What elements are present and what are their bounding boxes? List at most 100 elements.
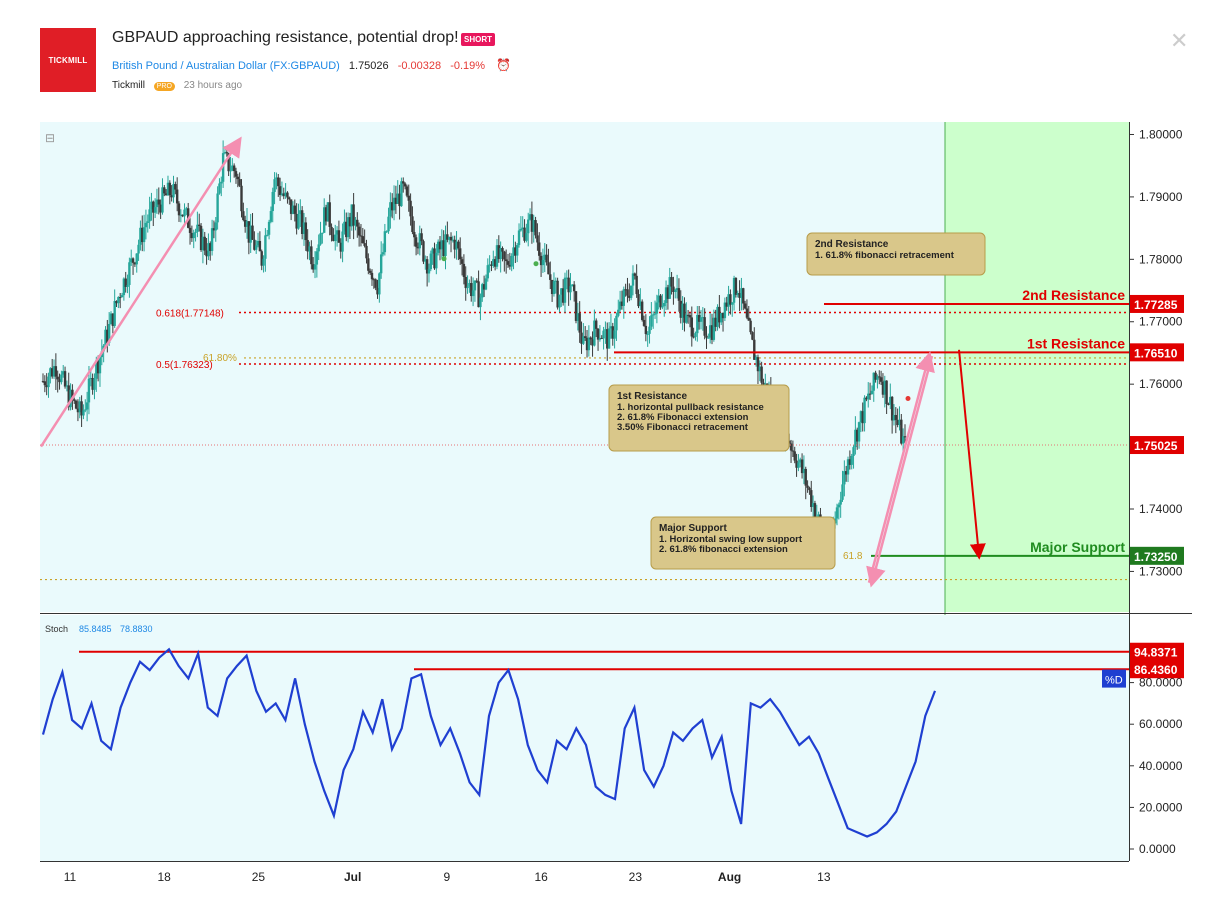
candle-body xyxy=(587,337,591,351)
candle-body xyxy=(302,222,306,234)
candle-body xyxy=(457,241,460,249)
chart-svg[interactable]: 0.618(1.77148) 0.5(1.76323)61.80% 61.8 2nd… xyxy=(39,121,1192,890)
candle-body xyxy=(721,312,725,319)
candle-body xyxy=(492,259,495,266)
price-tick-label: 1.78000 xyxy=(1139,252,1183,266)
stoch-d-badge-text: %D xyxy=(1105,675,1123,687)
author-name[interactable]: Tickmill xyxy=(112,80,145,91)
candle-body xyxy=(71,389,74,400)
candle-body xyxy=(243,219,247,227)
candle-body xyxy=(497,245,501,260)
candle-body xyxy=(903,436,907,438)
candle-body xyxy=(356,219,359,227)
time-axis: 11 18 25 Jul 9 16 23 Aug 13 xyxy=(64,870,831,884)
symbol-code[interactable]: (FX:GBPAUD) xyxy=(269,60,340,72)
candle-body xyxy=(126,284,129,287)
candle-body xyxy=(650,315,653,327)
candle-body xyxy=(409,200,412,217)
candle-body xyxy=(379,254,383,274)
candle-body xyxy=(400,181,403,207)
candle-body xyxy=(839,499,842,505)
candle-body xyxy=(45,385,48,388)
candle-body xyxy=(232,165,236,172)
candle-body xyxy=(631,273,635,286)
candle-body xyxy=(560,288,563,295)
candle-body xyxy=(262,258,265,266)
candle-body xyxy=(861,411,864,424)
candle-body xyxy=(898,419,901,425)
candle-body xyxy=(238,179,241,186)
alarm-clock-icon[interactable]: ⏰ xyxy=(496,58,512,72)
candle-body xyxy=(486,265,489,279)
candle-body xyxy=(231,165,234,171)
candle-body xyxy=(405,186,409,196)
candle-body xyxy=(295,213,298,229)
candle-body xyxy=(62,371,65,375)
candle-body xyxy=(324,207,328,222)
candle-body xyxy=(179,214,183,216)
candles xyxy=(41,140,907,563)
candle-body xyxy=(50,368,54,377)
chart-container[interactable]: 0.618(1.77148) 0.5(1.76323) 61.80% 61.8 2nd… xyxy=(39,121,1192,890)
candle-body xyxy=(323,207,326,233)
candle-body xyxy=(528,214,532,220)
candle-body xyxy=(482,284,486,290)
candle-body xyxy=(545,254,548,263)
candle-body xyxy=(810,490,813,507)
candle-body xyxy=(799,459,802,463)
candle-body xyxy=(339,242,342,252)
candle-body xyxy=(607,328,611,349)
candle-body xyxy=(806,485,809,488)
candle-body xyxy=(74,400,78,409)
candle-body xyxy=(870,390,874,395)
candle-body xyxy=(438,241,442,250)
candle-body xyxy=(791,450,795,452)
price-tick-label: 1.79000 xyxy=(1139,190,1183,204)
candle-body xyxy=(398,193,401,207)
candle-body xyxy=(718,306,721,323)
symbol-name-link[interactable]: British Pound / Australian Dollar xyxy=(112,60,267,72)
candle-body xyxy=(655,302,659,314)
candle-body xyxy=(363,243,366,246)
candle-body xyxy=(613,330,616,339)
signal-dot xyxy=(533,261,539,267)
candle-body xyxy=(804,468,807,486)
candle-body xyxy=(56,376,59,380)
candle-body xyxy=(310,246,313,265)
candle-body xyxy=(218,183,221,194)
candle-body xyxy=(633,273,637,276)
symbol-line: British Pound / Australian Dollar (FX:GB… xyxy=(112,58,511,72)
price-tick-label: 1.80000 xyxy=(1139,127,1183,141)
candle-body xyxy=(639,301,642,307)
candle-body xyxy=(561,288,565,303)
candle-body xyxy=(523,227,526,241)
candle-body xyxy=(578,313,581,333)
candle-body xyxy=(436,241,440,253)
candle-body xyxy=(504,259,508,262)
candle-body xyxy=(652,314,655,316)
first-resistance-label: 1st Resistance xyxy=(1027,335,1125,351)
first-resistance-tag-text: 1.76510 xyxy=(1134,346,1178,360)
collapse-icon[interactable]: ⊟ xyxy=(45,131,55,145)
candle-body xyxy=(84,409,87,411)
candle-body xyxy=(455,241,458,250)
candle-body xyxy=(87,378,91,403)
candle-body xyxy=(554,280,557,282)
candle-body xyxy=(846,459,850,475)
key-levels: 2nd Resistance 1st Resistance Major Suppor… xyxy=(40,287,1129,557)
stoch-legend-k: 85.8485 xyxy=(79,624,112,634)
close-icon[interactable]: ✕ xyxy=(1170,28,1189,53)
candle-body xyxy=(260,251,263,266)
candle-body xyxy=(446,234,449,240)
candle-body xyxy=(703,317,706,336)
candle-body xyxy=(343,221,346,232)
candle-body xyxy=(710,325,714,340)
candle-body xyxy=(80,401,83,416)
candle-body xyxy=(424,259,427,262)
candle-body xyxy=(854,429,857,448)
candle-body xyxy=(321,232,324,234)
candle-body xyxy=(269,211,273,222)
candle-body xyxy=(521,227,524,229)
stoch-levels xyxy=(79,650,1129,671)
candle-body xyxy=(411,216,414,232)
